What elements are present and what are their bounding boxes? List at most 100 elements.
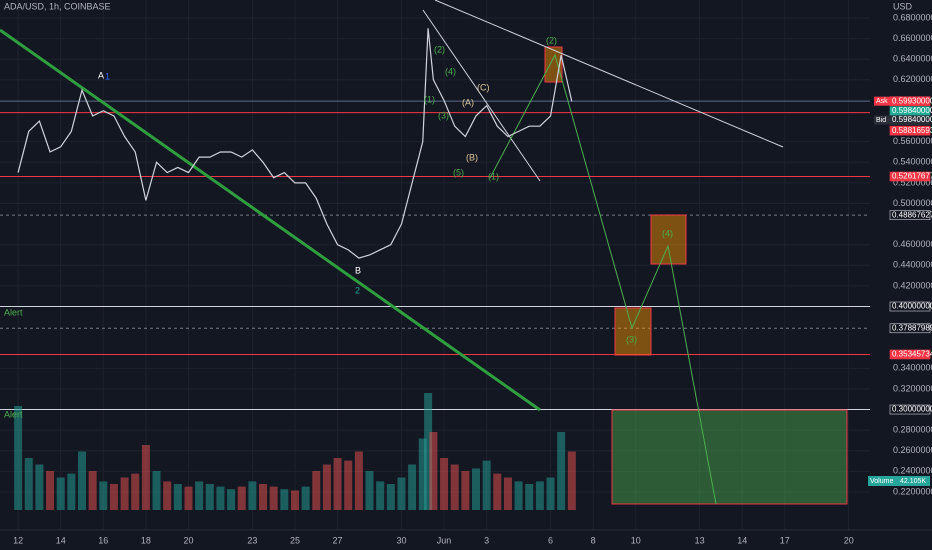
y-tick-label: 0.52000000 (893, 177, 932, 187)
volume-bar (333, 458, 342, 510)
volume-bar (312, 471, 321, 510)
price-tag-label: 0.59930000 (892, 96, 932, 105)
volume-bar (535, 481, 544, 510)
y-tick-label: 0.68000000 (893, 12, 932, 22)
volume-bar (386, 484, 395, 510)
volume-bar (514, 481, 523, 510)
wave-box (614, 307, 652, 356)
wave-label: (1) (488, 171, 499, 181)
x-tick-label: 12 (13, 535, 23, 545)
price-tag-prefix (874, 96, 890, 106)
volume-bar (237, 486, 246, 510)
price-tag-prefix-label: Bid (876, 117, 886, 124)
volume-tag (868, 476, 930, 486)
y-tick-label: 0.28000000 (893, 425, 932, 435)
y-tick-label: 0.26000000 (893, 445, 932, 455)
volume-bar (376, 481, 385, 510)
volume-bar (141, 445, 150, 510)
currency: USD (893, 1, 913, 11)
volume-bar (503, 477, 512, 510)
wave-label: (5) (453, 167, 464, 177)
x-tick-label: 14 (737, 535, 747, 545)
volume-bar (344, 460, 353, 510)
y-tick-label: 0.42000000 (893, 280, 932, 290)
volume-bar (440, 458, 449, 510)
volume-bar (248, 481, 257, 510)
wave-label: 1 (105, 71, 110, 81)
volume-tag-prefix: Volume (870, 478, 893, 485)
price-axis (870, 0, 932, 550)
price-tag-prefix-label: Ask (876, 98, 888, 105)
wave-box (650, 214, 687, 265)
volume-bar (163, 481, 172, 510)
volume-bar (365, 471, 374, 510)
y-tick-label: 0.62000000 (893, 74, 932, 84)
volume-bar (56, 477, 65, 510)
volume-bar (216, 486, 225, 510)
y-tick-label: 0.24000000 (893, 466, 932, 476)
x-tick-label: 10 (631, 535, 641, 545)
x-tick-label: 3 (484, 535, 489, 545)
volume-bar (259, 484, 268, 510)
volume-bar (88, 471, 97, 510)
drawings (0, 0, 848, 505)
target-zone (611, 409, 848, 505)
x-tick-label: 20 (844, 535, 854, 545)
volume-bar (525, 484, 534, 510)
volume-bar (493, 473, 502, 510)
wave-line (422, 9, 541, 182)
volume-bar (429, 432, 438, 510)
volume-bar (450, 464, 459, 510)
x-tick-label: 30 (396, 535, 406, 545)
volume-bar (46, 471, 55, 510)
volume-bar (205, 484, 214, 510)
wave-label: (B) (466, 152, 478, 162)
price-tag-label: 0.59840000 (892, 115, 932, 124)
volume-bar (109, 484, 118, 510)
y-tick-label: 0.44000000 (893, 260, 932, 270)
price-tag-label: 0.48867627 (892, 210, 932, 219)
volume-bar (24, 458, 33, 510)
price-tag (889, 210, 931, 220)
volume-bar (77, 451, 86, 510)
volume-bar (67, 473, 76, 510)
x-tick-label: 13 (695, 535, 705, 545)
volume-bar (424, 393, 433, 510)
x-tick-label: 23 (247, 535, 257, 545)
trend-line (0, 28, 541, 412)
volume-bar (173, 484, 182, 510)
wave-label: (4) (445, 66, 456, 76)
wave-label: (1) (424, 94, 435, 104)
wave-label: (A) (462, 97, 474, 107)
price-tag-label: 0.37887989 (892, 323, 932, 332)
x-tick-label: 8 (591, 535, 596, 545)
y-tick-label: 0.32000000 (893, 383, 932, 393)
volume-bar (120, 477, 129, 510)
volume-bar (269, 486, 278, 510)
price-tag-label: 0.52617677 (892, 172, 932, 181)
alert-label: Alert (4, 307, 23, 317)
volume-bar (152, 471, 161, 510)
volume-tag-label: 42.105K (900, 478, 926, 485)
x-tick-label: 20 (183, 535, 193, 545)
volume-bar (567, 451, 576, 510)
projection-path (489, 53, 717, 505)
volume-bar (301, 486, 310, 510)
annotations: A 1 B 2 (1) (2) (3) (4) (5) (A) (B) (C) … (4, 35, 673, 419)
volume-bar (131, 473, 140, 510)
volume-bar (418, 438, 427, 510)
volume-bar (408, 464, 417, 510)
volume-bar (14, 406, 23, 510)
price-tag (889, 404, 931, 415)
wave-label: (2) (434, 44, 445, 54)
volume-bar (557, 432, 566, 510)
volume-bar (461, 471, 470, 510)
volume-bar (195, 481, 204, 510)
volume-bar (322, 464, 331, 510)
price-tag (889, 323, 931, 334)
volume-bar (99, 481, 108, 510)
volume-bar (35, 464, 44, 510)
price-tag (889, 301, 931, 312)
